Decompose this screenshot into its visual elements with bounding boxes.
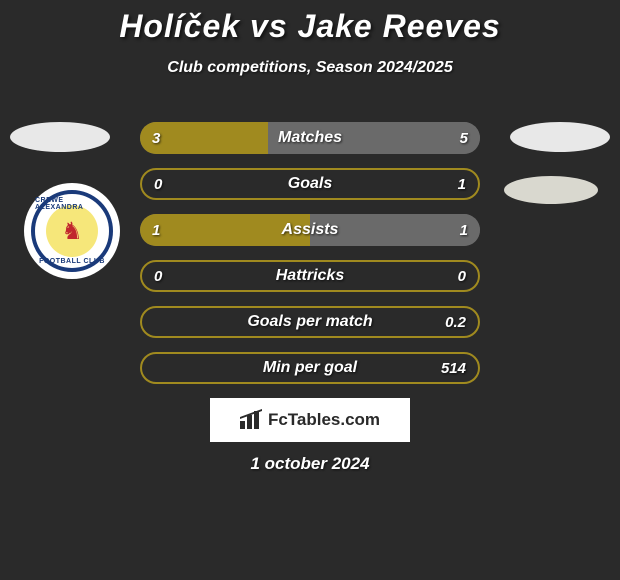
stat-value-right: 1 [458,170,466,198]
date-text: 1 october 2024 [0,454,620,474]
club-left-ring: CREWE ALEXANDRA ♞ FOOTBALL CLUB [31,190,113,272]
stat-value-right: 1 [460,214,468,246]
club-left-core: ♞ [46,205,98,257]
stat-row: 0Goals1 [140,168,480,200]
stats-bars: 3Matches50Goals11Assists10Hattricks0Goal… [140,122,480,398]
club-left-text-bottom: FOOTBALL CLUB [39,258,105,265]
stat-label: Assists [140,214,480,246]
brand-text: FcTables.com [268,410,380,430]
stat-value-right: 514 [441,354,466,382]
stat-row: 1Assists1 [140,214,480,246]
page-title: Holíček vs Jake Reeves [0,0,620,45]
club-left-badge: CREWE ALEXANDRA ♞ FOOTBALL CLUB [24,183,120,279]
chart-icon [240,411,262,429]
stat-label: Goals [142,170,478,198]
player-right-avatar [510,122,610,152]
stat-value-right: 0 [458,262,466,290]
stat-label: Goals per match [142,308,478,336]
player-left-avatar [10,122,110,152]
stat-label: Min per goal [142,354,478,382]
lion-icon: ♞ [61,217,83,246]
stat-value-right: 0.2 [445,308,466,336]
stat-row: Min per goal514 [140,352,480,384]
stat-row: Goals per match0.2 [140,306,480,338]
stat-row: 0Hattricks0 [140,260,480,292]
stat-row: 3Matches5 [140,122,480,154]
stat-label: Hattricks [142,262,478,290]
stat-label: Matches [140,122,480,154]
club-right-badge [504,176,598,204]
subtitle: Club competitions, Season 2024/2025 [0,59,620,77]
club-left-text-top: CREWE ALEXANDRA [35,197,109,211]
stat-value-right: 5 [460,122,468,154]
brand-badge[interactable]: FcTables.com [210,398,410,442]
